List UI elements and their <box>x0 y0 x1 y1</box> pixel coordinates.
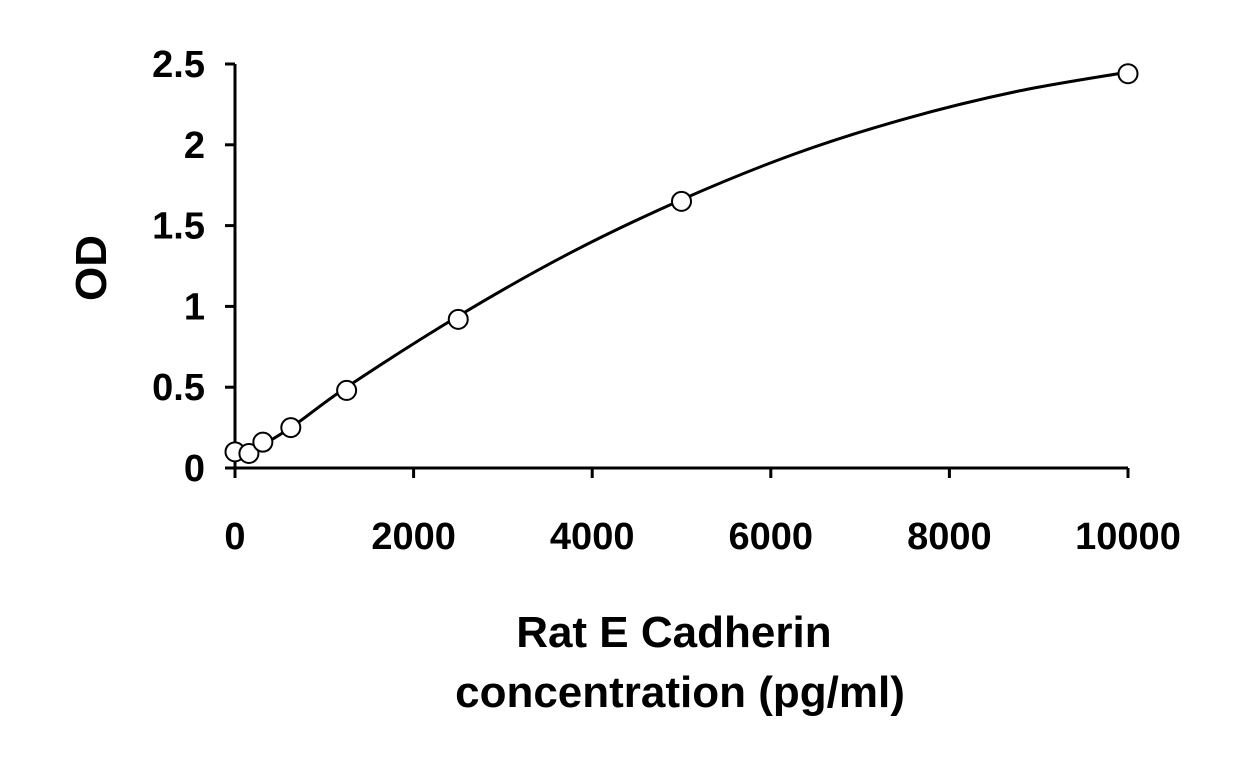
x-tick-label: 10000 <box>1075 516 1181 558</box>
data-point <box>336 379 358 401</box>
x-axis-ticks: 0 2000 4000 6000 8000 10000 <box>224 468 1181 558</box>
y-tick-label: 2 <box>184 125 205 167</box>
data-point <box>1117 63 1139 85</box>
y-tick-label: 2.5 <box>152 44 205 86</box>
y-tick-label: 1 <box>184 286 205 328</box>
x-axis-title-line-2: concentration (pg/ml) <box>455 668 905 717</box>
y-tick-label: 0.5 <box>152 367 205 409</box>
data-point <box>447 308 469 330</box>
x-axis-title: Rat E Cadherin concentration (pg/ml) <box>455 608 905 717</box>
data-points <box>224 63 1139 464</box>
x-axis-title-line-1: Rat E Cadherin <box>516 608 831 657</box>
x-tick-label: 6000 <box>729 516 814 558</box>
data-point <box>252 431 274 453</box>
x-tick-label: 2000 <box>371 516 456 558</box>
fit-curve-line <box>234 70 1129 463</box>
axes: 0 0.5 1 1.5 2 2.5 0 2000 4000 6000 8000 10000 <box>152 44 1181 558</box>
y-tick-label: 1.5 <box>152 206 205 248</box>
data-point <box>238 442 260 464</box>
x-tick-label: 8000 <box>907 516 992 558</box>
x-tick-label: 0 <box>224 516 245 558</box>
y-axis-title: OD <box>67 235 116 301</box>
x-tick-label: 4000 <box>550 516 635 558</box>
y-axis-ticks: 0 0.5 1 1.5 2 2.5 <box>152 44 235 490</box>
data-point <box>280 417 302 439</box>
data-point <box>671 190 692 212</box>
y-tick-label: 0 <box>184 448 205 490</box>
